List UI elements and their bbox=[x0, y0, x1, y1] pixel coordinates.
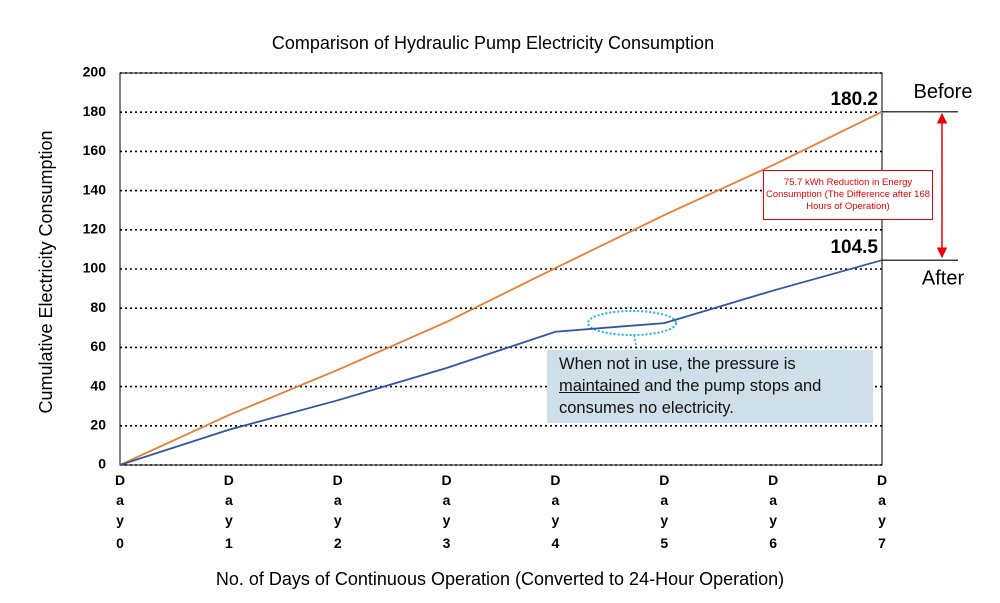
y-tick-label: 160 bbox=[83, 142, 107, 158]
y-tick-label: 60 bbox=[90, 338, 106, 354]
plot-frame bbox=[119, 72, 883, 466]
data-label: 104.5 bbox=[830, 237, 878, 258]
x-axis-label: No. of Days of Continuous Operation (Con… bbox=[216, 569, 784, 589]
data-label: 180.2 bbox=[830, 89, 878, 110]
y-tick-label: 120 bbox=[83, 221, 107, 237]
highlight-ellipse bbox=[587, 310, 677, 336]
legend-label: After bbox=[922, 267, 965, 289]
y-tick-label: 0 bbox=[98, 456, 106, 472]
callout-text: When not in use, the pressure is bbox=[559, 355, 796, 373]
y-tick-label: 80 bbox=[90, 299, 106, 315]
callout: When not in use, the pressure is maintai… bbox=[547, 350, 873, 423]
callout-text: and the pump stops and consumes no elect… bbox=[559, 376, 822, 417]
y-tick-label: 20 bbox=[90, 417, 106, 433]
y-axis-label: Cumulative Electricity Consumption bbox=[36, 130, 56, 413]
series-line bbox=[119, 259, 883, 466]
y-tick-label: 200 bbox=[83, 64, 107, 80]
legend-label: Before bbox=[914, 81, 973, 103]
y-tick-label: 140 bbox=[83, 181, 107, 197]
callout-text: maintained bbox=[559, 376, 640, 395]
y-tick-label: 100 bbox=[83, 260, 107, 276]
y-tick-label: 180 bbox=[83, 103, 107, 119]
series-line bbox=[119, 110, 883, 466]
chart-title: Comparison of Hydraulic Pump Electricity… bbox=[272, 33, 714, 53]
y-tick-label: 40 bbox=[90, 377, 106, 393]
difference-note: 75.7 kWh Reduction in Energy Consumption… bbox=[763, 170, 933, 220]
